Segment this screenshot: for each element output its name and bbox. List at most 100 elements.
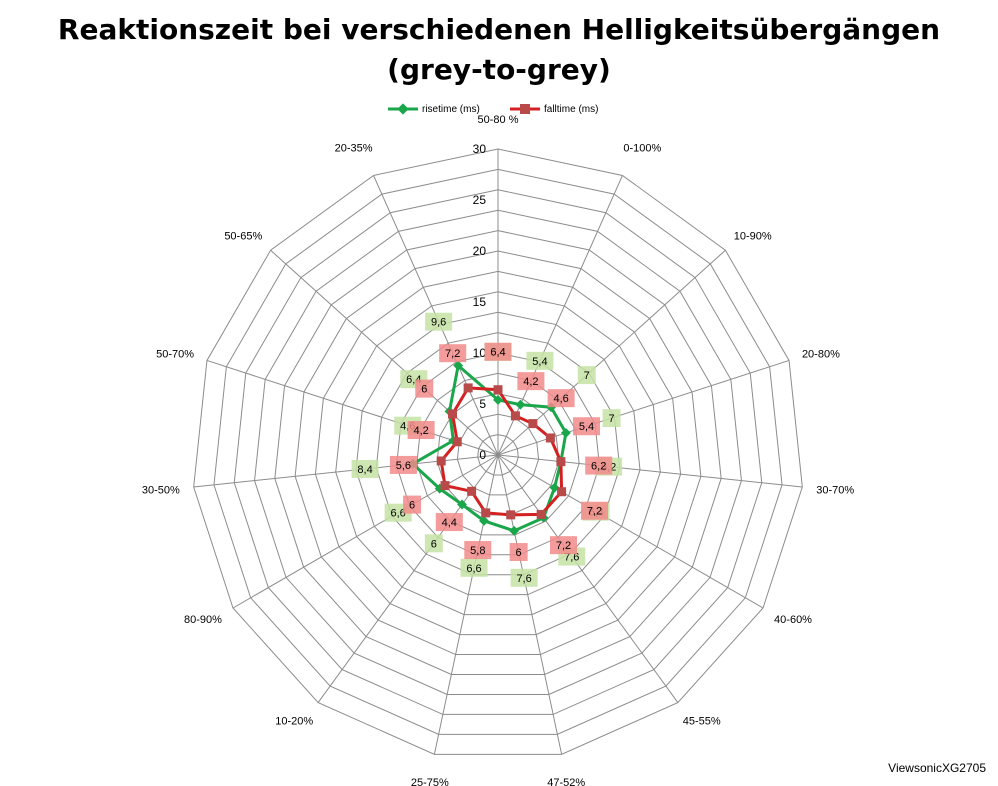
category-label: 50-80 % <box>478 114 519 126</box>
rise-marker <box>515 399 526 410</box>
rise-data-label: 6,6 <box>390 508 405 520</box>
fall-data-label: 6 <box>409 500 415 512</box>
rise-marker <box>560 427 571 438</box>
grid-spoke <box>317 454 499 703</box>
radial-tick-label: 15 <box>473 295 487 309</box>
fall-marker <box>440 481 450 491</box>
fall-data-label-bg <box>573 417 601 436</box>
fall-data-label: 7,2 <box>587 506 602 518</box>
fall-data-label-bg <box>484 342 512 361</box>
fall-data-label-bg <box>407 421 435 440</box>
watermark: ViewsonicXG2705 <box>888 761 986 775</box>
category-label: 30-50% <box>142 484 180 496</box>
fall-data-label-bg <box>439 344 467 363</box>
chart-title-line1: Reaktionszeit bei verschiedenen Helligke… <box>57 13 941 46</box>
series-line <box>410 362 568 533</box>
rise-data-label: 7,6 <box>516 573 531 585</box>
legend-item-fall: falltime (ms) <box>510 101 598 117</box>
radial-tick-label: 20 <box>473 244 487 258</box>
fall-marker <box>481 508 491 518</box>
grid-spoke <box>193 454 499 488</box>
grid-ring <box>193 148 803 755</box>
rise-marker <box>479 515 489 526</box>
fall-data-label: 7,2 <box>445 348 460 360</box>
fall-data-label: 5,4 <box>579 421 594 433</box>
rise-data-label-bg <box>602 409 621 428</box>
fall-data-label: 6 <box>516 547 522 559</box>
rise-marker <box>549 482 560 493</box>
fall-data-label: 5,8 <box>470 545 485 557</box>
category-label: 0-100% <box>623 142 661 154</box>
fall-data-label-bg <box>547 389 575 408</box>
grid-spoke <box>497 454 563 755</box>
category-label: 80-90% <box>184 614 222 626</box>
fall-marker <box>510 411 520 421</box>
radial-tick-label: 10 <box>473 346 487 360</box>
chart-title: Reaktionszeit bei verschiedenen Helligke… <box>0 10 998 90</box>
rise-data-label: 7 <box>584 370 590 382</box>
fall-data-label-bg <box>435 513 463 532</box>
rise-data-label: 6 <box>431 538 437 550</box>
rise-data-label: 5,4 <box>532 356 547 368</box>
category-label: 50-65% <box>224 231 262 243</box>
radial-tick-label: 30 <box>473 142 487 156</box>
category-label: 40-60% <box>774 614 812 626</box>
fall-data-label: 4,4 <box>442 517 457 529</box>
fall-data-label: 4,6 <box>553 393 568 405</box>
grid-spoke <box>206 359 499 456</box>
grid-ring <box>233 189 763 715</box>
fall-data-label: 6 <box>421 384 427 396</box>
fall-data-label-bg <box>389 455 417 474</box>
fall-marker <box>493 385 503 395</box>
fall-marker <box>557 487 567 497</box>
rise-data-label-bg <box>510 568 538 587</box>
grid-ring <box>375 332 621 576</box>
fall-marker <box>463 383 473 393</box>
category-label: 47-52% <box>547 777 585 786</box>
fall-marker <box>506 510 516 520</box>
grid-ring <box>314 270 682 636</box>
fall-data-label-bg <box>517 372 545 391</box>
grid-ring <box>213 168 783 735</box>
fall-marker <box>556 457 566 467</box>
grid-spoke <box>497 175 623 456</box>
grid-ring <box>254 209 742 695</box>
grid-ring <box>456 413 540 496</box>
grid-spoke <box>497 454 803 488</box>
rise-data-label-bg <box>526 351 554 370</box>
fall-marker <box>536 509 546 519</box>
grid-spoke <box>270 249 499 456</box>
fall-data-label: 4,2 <box>413 425 428 437</box>
grid-ring <box>294 250 702 656</box>
rise-marker <box>457 499 467 510</box>
fall-marker <box>528 419 538 429</box>
legend-label-rise: risetime (ms) <box>422 103 480 115</box>
rise-data-label: 7 <box>608 413 614 425</box>
rise-data-label: 7,6 <box>564 552 579 564</box>
rise-data-label: 9,6 <box>431 317 446 329</box>
rise-data-label-bg <box>424 534 443 553</box>
grid-spoke <box>497 454 679 703</box>
rise-data-label-bg <box>425 312 453 331</box>
rise-data-label-bg <box>460 558 488 577</box>
radial-tick-label: 25 <box>473 193 487 207</box>
grid-ring <box>416 372 580 536</box>
fall-data-label-bg <box>415 379 434 398</box>
rise-marker <box>509 525 520 536</box>
category-label: 25-75% <box>411 777 449 786</box>
fall-data-label: 5,6 <box>396 460 411 472</box>
category-label: 10-90% <box>734 231 772 243</box>
fall-data-label: 6,4 <box>490 347 505 359</box>
chart-title-line2: (grey-to-grey) <box>387 53 611 86</box>
category-label: 50-70% <box>156 349 194 361</box>
category-label: 45-55% <box>683 715 721 727</box>
grid-ring <box>396 352 600 556</box>
fall-marker <box>545 433 555 443</box>
rise-data-label: 6,6 <box>466 563 481 575</box>
legend-swatch-rise <box>388 103 418 115</box>
fall-marker <box>436 456 446 466</box>
radial-tick-label: 0 <box>479 448 486 462</box>
fall-data-label-bg <box>509 543 528 562</box>
radial-tick-label: 5 <box>479 397 486 411</box>
